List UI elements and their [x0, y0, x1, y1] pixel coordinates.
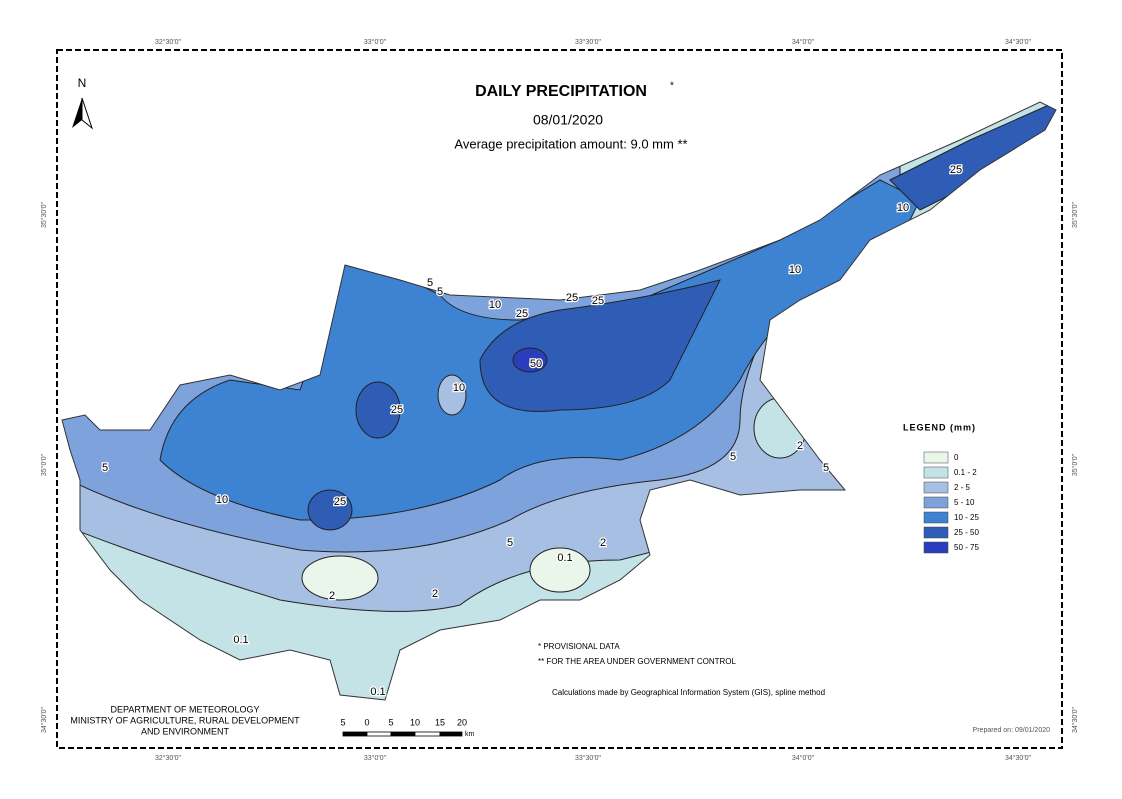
contour-label: 10 — [789, 264, 801, 276]
contour-label: 10 — [453, 382, 465, 394]
zone-25-50 — [307, 489, 353, 531]
map-title: DAILY PRECIPITATION — [475, 83, 647, 100]
graticule-label: 32°30'0" — [155, 38, 182, 46]
contour-label: 2 — [329, 590, 335, 602]
graticule-label: 34°30'0" — [40, 706, 48, 733]
prepared-date: Prepared on: 09/01/2020 — [973, 727, 1051, 734]
scale-label: 0 — [364, 717, 369, 727]
method-note: Calculations made by Geographical Inform… — [552, 688, 825, 697]
graticule-label: 34°0'0" — [792, 754, 815, 762]
contour-label: 10 — [897, 202, 909, 214]
scale-label: 5 — [340, 717, 345, 727]
subtitle: Average precipitation amount: 9.0 mm ** — [454, 136, 687, 151]
legend-label: 50 - 75 — [954, 543, 979, 552]
contour-label: 2 — [432, 588, 438, 600]
scale-label: 15 — [435, 717, 445, 727]
note: ** FOR THE AREA UNDER GOVERNMENT CONTROL — [538, 657, 737, 666]
graticule-label: 35°0'0" — [40, 453, 48, 476]
scale-label: 10 — [410, 717, 420, 727]
legend-swatch — [923, 526, 949, 539]
zone-0 — [529, 547, 591, 593]
department: MINISTRY OF AGRICULTURE, RURAL DEVELOPME… — [70, 715, 300, 725]
contour-label: 25 — [334, 496, 346, 508]
legend-label: 25 - 50 — [954, 528, 979, 537]
graticule-label: 34°30'0" — [1071, 706, 1079, 733]
north-label: N — [78, 76, 87, 90]
legend-title: LEGEND (mm) — [903, 422, 976, 432]
graticule-label: 32°30'0" — [155, 754, 182, 762]
graticule-label: 33°0'0" — [364, 754, 387, 762]
legend-label: 0.1 - 2 — [954, 468, 977, 477]
graticule-label: 35°30'0" — [1071, 201, 1079, 228]
graticule-label: 33°30'0" — [575, 38, 602, 46]
legend-label: 2 - 5 — [954, 483, 971, 492]
graticule-label: 33°30'0" — [575, 754, 602, 762]
contour-label: 2 — [600, 537, 606, 549]
zone-25-50 — [479, 279, 721, 412]
north-arrow — [72, 97, 94, 130]
contour-label: 2 — [797, 440, 803, 452]
scale-label: 5 — [388, 717, 393, 727]
contour-label: 10 — [216, 494, 228, 506]
department: AND ENVIRONMENT — [141, 726, 230, 736]
legend-swatch — [923, 496, 949, 509]
precipitation-zones — [62, 102, 1056, 700]
scale-unit: km — [465, 731, 475, 738]
legend-swatch — [923, 481, 949, 494]
graticule-label: 35°30'0" — [40, 201, 48, 228]
legend-swatch — [923, 451, 949, 464]
scale-segment — [342, 731, 368, 737]
contour-label: 25 — [391, 404, 403, 416]
legend-label: 10 - 25 — [954, 513, 979, 522]
scale-segment — [439, 731, 463, 737]
map-frame — [56, 49, 1063, 749]
zone-0 — [301, 555, 379, 601]
zone-5-10 — [437, 374, 467, 416]
contour-label: 25 — [516, 308, 528, 320]
contour-label: 25 — [566, 292, 578, 304]
contour-label: 0.1 — [557, 552, 572, 564]
note: * PROVISIONAL DATA — [538, 642, 620, 651]
title-mark: * — [670, 81, 674, 92]
scale-segment — [414, 731, 441, 737]
scale-segment — [390, 731, 416, 737]
zone-25-50 — [889, 102, 1056, 211]
legend-swatch — [923, 466, 949, 479]
graticule-label: 34°30'0" — [1005, 38, 1032, 46]
contour-label: 5 — [823, 462, 829, 474]
contour-label: 25 — [950, 164, 962, 176]
contour-label: 10 — [489, 299, 501, 311]
scale-label: 20 — [457, 717, 467, 727]
graticule-label: 35°0'0" — [1071, 453, 1079, 476]
department: DEPARTMENT OF METEOROLOGY — [110, 704, 259, 714]
contour-label: 5 — [730, 451, 736, 463]
contour-label: 5 — [427, 277, 433, 289]
legend-swatch — [923, 541, 949, 554]
contour-label: 5 — [507, 537, 513, 549]
graticule-label: 34°0'0" — [792, 38, 815, 46]
date: 08/01/2020 — [533, 112, 603, 128]
contour-label: 50 — [530, 358, 542, 370]
legend-label: 5 - 10 — [954, 498, 975, 507]
contour-label: 5 — [102, 462, 108, 474]
legend-swatch — [923, 511, 949, 524]
legend-label: 0 — [954, 453, 959, 462]
contour-label: 0.1 — [233, 634, 248, 646]
zone-50-75 — [512, 347, 548, 373]
contour-label: 0.1 — [370, 686, 385, 698]
scale-segment — [366, 731, 392, 737]
zone-25-50 — [355, 381, 401, 439]
graticule-label: 33°0'0" — [364, 38, 387, 46]
contour-label: 5 — [437, 286, 443, 298]
contour-label: 25 — [592, 295, 604, 307]
graticule-label: 34°30'0" — [1005, 754, 1032, 762]
